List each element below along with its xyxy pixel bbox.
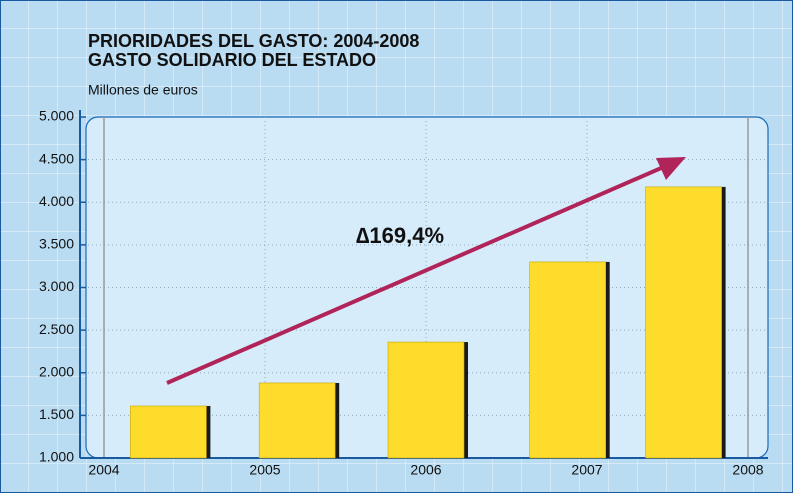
bar-shadow	[333, 382, 340, 458]
y-tick-label: 4.000	[39, 193, 74, 209]
x-tick-label: 2005	[249, 462, 280, 478]
x-tick-label: 2004	[88, 462, 119, 478]
bar-shadow	[462, 342, 468, 458]
chart-title: PRIORIDADES DEL GASTO: 2004-2008	[88, 31, 419, 51]
bar-shadow	[719, 186, 726, 458]
y-tick-label: 4.500	[39, 150, 74, 166]
chart-subtitle: GASTO SOLIDARIO DEL ESTADO	[88, 50, 376, 70]
bar	[387, 341, 465, 459]
bar	[130, 405, 207, 459]
y-tick-label: 5.000	[39, 108, 74, 124]
x-tick-label: 2007	[571, 462, 602, 478]
x-tick-label: 2008	[732, 462, 763, 478]
y-tick-label: 2.500	[39, 321, 74, 337]
y-axis-label: Millones de euros	[88, 82, 198, 98]
y-tick-label: 3.500	[39, 236, 74, 252]
bar	[258, 382, 336, 459]
bar	[645, 186, 722, 459]
y-tick-label: 1.000	[39, 449, 74, 465]
annotation: ∆169,4%	[356, 223, 444, 248]
plot: 1.000 1.500 2.000 2.500 3.000 3.500 4.000 4.500…	[39, 108, 768, 478]
y-tick-label: 1.500	[39, 406, 74, 422]
arrow-head	[656, 157, 686, 180]
bar-shadow	[603, 261, 610, 458]
trend-arrow	[166, 160, 676, 385]
y-tick-label: 2.000	[39, 363, 74, 379]
y-tick-label: 3.000	[39, 278, 74, 294]
x-tick-label: 2006	[410, 462, 441, 478]
bar	[529, 261, 606, 459]
bar-shadow	[204, 405, 211, 458]
